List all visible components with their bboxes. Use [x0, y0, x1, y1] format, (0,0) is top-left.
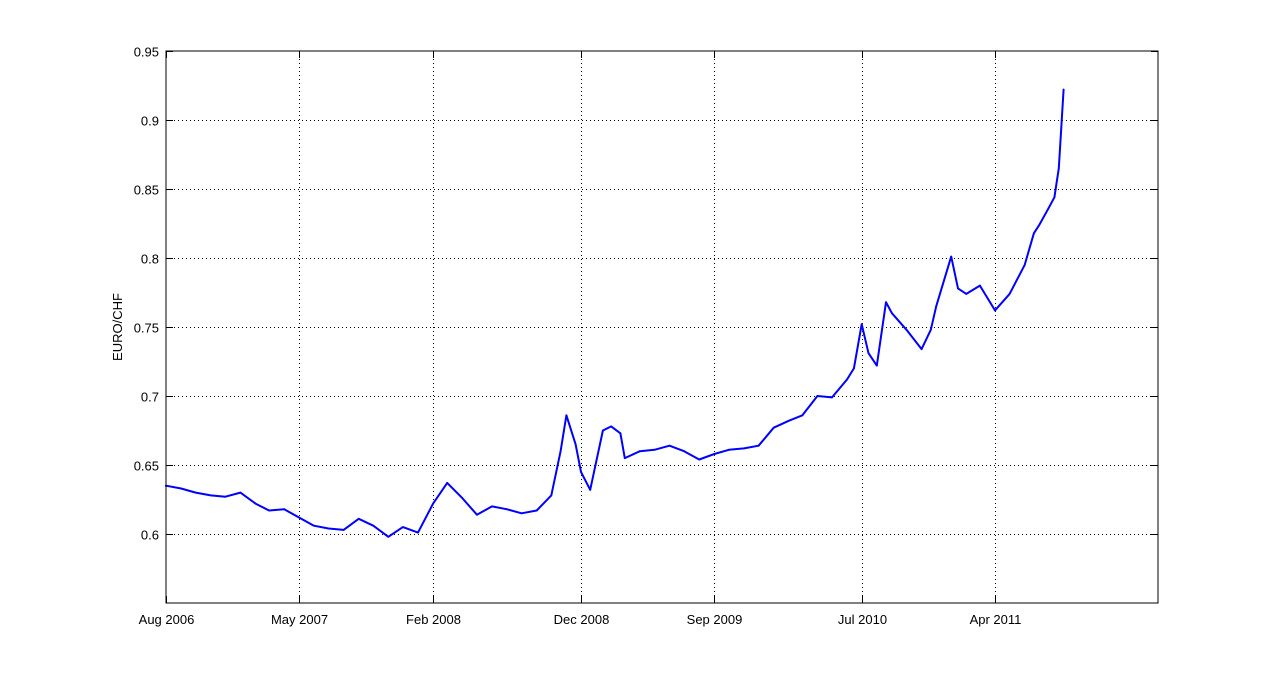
data-point	[860, 323, 863, 326]
y-tick-label: 0.8	[141, 252, 159, 267]
data-point	[535, 509, 538, 512]
data-point	[491, 505, 493, 508]
data-point	[867, 352, 870, 355]
data-point	[446, 482, 449, 484]
data-point	[920, 348, 923, 350]
x-tick-label: Apr 2011	[970, 612, 1022, 627]
data-point	[957, 287, 959, 290]
data-point	[602, 429, 604, 432]
data-point	[432, 502, 434, 505]
data-point	[610, 425, 613, 428]
data-point	[875, 364, 878, 367]
data-point	[801, 414, 804, 417]
data-point	[402, 526, 404, 528]
data-point	[520, 512, 523, 515]
data-point	[505, 508, 508, 511]
x-tick-label: Dec 2008	[554, 612, 610, 627]
y-tick-label: 0.85	[134, 183, 159, 198]
y-tick-label: 0.65	[134, 459, 159, 474]
data-point	[372, 524, 375, 527]
data-point	[929, 328, 932, 331]
data-point	[313, 524, 315, 527]
data-point	[965, 293, 968, 295]
data-point	[1053, 196, 1056, 199]
data-point	[619, 432, 622, 435]
y-tick-label: 0.9	[141, 114, 159, 129]
y-axis-label: EURO/CHF	[110, 293, 125, 361]
series-layer	[165, 88, 1065, 538]
data-point	[743, 447, 745, 450]
x-tick-label: Sep 2009	[687, 612, 743, 627]
series-line	[165, 88, 1065, 538]
data-point	[905, 328, 908, 331]
data-point	[565, 414, 568, 417]
data-point	[772, 426, 775, 429]
data-point	[283, 508, 286, 511]
data-point	[950, 255, 953, 258]
data-point	[698, 458, 701, 461]
data-point	[1023, 264, 1026, 266]
data-point	[1008, 293, 1011, 295]
data-point	[639, 450, 641, 453]
data-point	[653, 448, 656, 451]
y-tick-label: 0.95	[134, 45, 159, 60]
data-point	[1038, 224, 1041, 226]
data-point	[1047, 207, 1050, 210]
data-point	[589, 488, 592, 491]
data-point	[461, 497, 464, 499]
data-point	[297, 516, 300, 519]
data-point	[1033, 232, 1035, 235]
data-point	[559, 450, 562, 453]
data-point	[816, 395, 819, 397]
data-point	[1062, 88, 1065, 91]
data-point	[387, 535, 390, 538]
data-point	[728, 448, 730, 451]
x-tick-label: Jul 2010	[838, 612, 887, 627]
ticks	[166, 51, 1158, 603]
x-tick-label: Feb 2008	[406, 612, 461, 627]
data-point	[787, 419, 790, 422]
x-tick-labels: Aug 2006 May 2007 Feb 2008 Dec 2008 Sep 2009…	[139, 612, 1022, 627]
data-point	[846, 378, 848, 381]
data-point	[209, 494, 212, 497]
data-point	[885, 301, 887, 304]
data-point	[831, 396, 833, 399]
data-point	[574, 443, 577, 446]
data-point	[239, 491, 242, 494]
data-point	[342, 529, 345, 531]
data-point	[935, 305, 938, 308]
y-tick-label: 0.75	[134, 321, 159, 336]
data-point	[224, 495, 227, 498]
x-tick-label: Aug 2006	[139, 612, 195, 627]
data-point	[268, 509, 270, 512]
y-tick-labels: 0.6 0.65 0.7 0.75 0.8 0.85 0.9 0.95	[134, 45, 159, 543]
data-point	[623, 457, 626, 459]
x-tick-label: May 2007	[271, 612, 328, 627]
data-point	[1057, 167, 1060, 170]
data-point	[417, 531, 419, 534]
data-point	[327, 527, 330, 530]
data-point	[357, 517, 360, 520]
data-point	[476, 513, 478, 516]
data-point	[979, 284, 981, 287]
data-point	[550, 494, 553, 497]
data-point	[580, 471, 582, 473]
data-point	[194, 491, 197, 494]
y-tick-label: 0.7	[141, 390, 159, 405]
data-point	[994, 309, 996, 312]
data-point	[891, 312, 893, 315]
data-point	[683, 450, 685, 453]
data-point	[713, 453, 716, 455]
data-point	[668, 444, 671, 447]
data-point	[757, 444, 760, 447]
data-point	[853, 367, 855, 370]
data-point	[180, 487, 183, 490]
data-point	[254, 502, 257, 505]
y-tick-label: 0.6	[141, 528, 159, 543]
